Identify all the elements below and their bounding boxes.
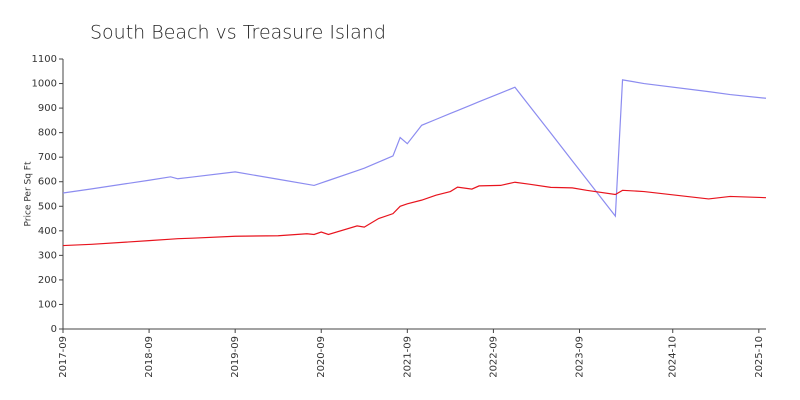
y-tick-label: 100 — [38, 299, 57, 310]
y-tick-label: 400 — [38, 226, 57, 237]
y-tick-label: 1100 — [32, 54, 57, 65]
y-axis-label: Price Per Sq Ft — [24, 161, 34, 226]
x-tick-label: 2020-09 — [316, 336, 327, 378]
y-tick-label: 200 — [38, 275, 57, 286]
x-tick-label: 2017-09 — [58, 336, 69, 378]
series-line — [62, 79, 767, 218]
x-tick-label: 2019-09 — [230, 336, 241, 378]
y-tick-label: 1000 — [32, 79, 57, 90]
chart-title: South Beach vs Treasure Island — [90, 22, 386, 44]
x-tick-label: 2025-10 — [754, 336, 765, 378]
y-tick-label: 0 — [51, 324, 57, 335]
x-tick-label: 2024-10 — [668, 336, 679, 378]
x-tick-label: 2022-09 — [488, 336, 499, 378]
y-tick-label: 300 — [38, 250, 57, 261]
series-line — [62, 181, 767, 247]
x-tick-label: 2018-09 — [144, 336, 155, 378]
y-tick-label: 800 — [38, 128, 57, 139]
y-tick-label: 900 — [38, 103, 57, 114]
y-tick-label: 700 — [38, 152, 57, 163]
x-tick-label: 2023-09 — [574, 336, 585, 378]
y-tick-label: 600 — [38, 177, 57, 188]
y-tick-label: 500 — [38, 201, 57, 212]
x-tick-label: 2021-09 — [402, 336, 413, 378]
